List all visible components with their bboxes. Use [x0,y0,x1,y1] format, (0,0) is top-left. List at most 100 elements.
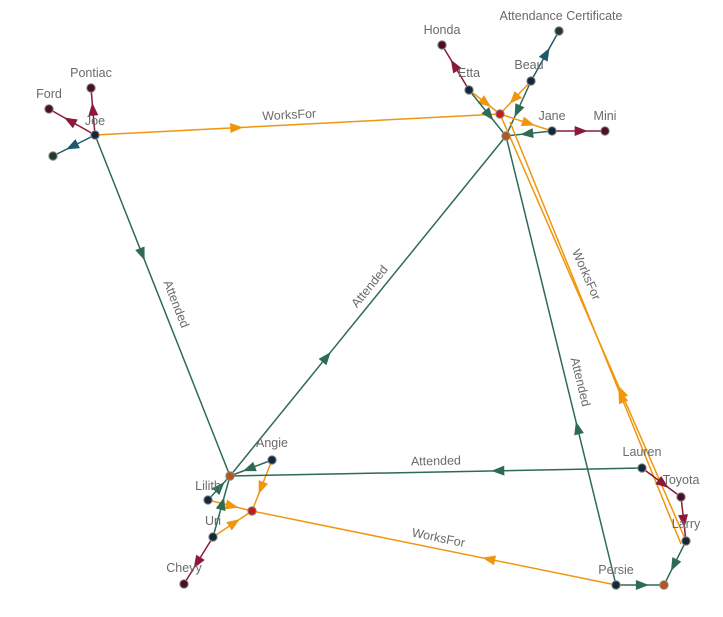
edge-beau-school1[interactable] [505,80,532,137]
edge-lauren-school2[interactable] [229,465,643,477]
edge-larry-school3[interactable] [663,540,687,586]
person-node-icon[interactable] [611,580,621,590]
edge-beau-company1[interactable] [499,80,532,115]
node-mini[interactable]: Mini [594,109,617,136]
car-node-icon[interactable] [86,83,96,93]
edge-line[interactable] [94,134,231,477]
edge-toyota-larry[interactable] [678,496,688,542]
edge-line[interactable] [229,467,643,477]
edge-arrow-icon [481,107,494,121]
school-node-icon[interactable] [225,471,235,481]
car-node-icon[interactable] [600,126,610,136]
document-node-icon[interactable] [48,151,58,161]
node-angie[interactable]: Angie [256,436,288,465]
edge-arrow-icon [655,476,669,488]
edge-lauren-toyota[interactable] [641,467,682,498]
node-joe[interactable]: Joe [85,114,105,140]
node-uri[interactable]: Uri [205,514,221,542]
edge-etta-honda[interactable] [441,44,470,91]
node-etta[interactable]: Etta [458,66,480,95]
edge-arrow-icon [520,128,534,139]
edge-line[interactable] [229,135,507,477]
edge-jane-mini[interactable] [552,126,605,136]
edge-angie-company2[interactable] [251,459,273,512]
edge-lilith-school2[interactable] [207,475,231,501]
node-larry[interactable]: Larry [672,517,701,546]
node-lauren[interactable]: Lauren [623,445,662,473]
edge-persie-company2[interactable] [251,510,617,586]
edge-arrow-icon [509,90,523,104]
edge-arrow-icon [215,497,226,512]
node-cert[interactable]: Attendance Certificate [500,9,623,36]
node-school1[interactable] [501,131,511,141]
node-jane[interactable]: Jane [538,109,566,136]
node-school2[interactable] [225,471,235,481]
school-node-icon[interactable] [659,580,669,590]
edge-joe-pontiac[interactable] [88,87,99,136]
edge-arrow-icon [635,580,649,590]
edge-line[interactable] [251,510,617,586]
car-node-icon[interactable] [179,579,189,589]
car-node-icon[interactable] [437,40,447,50]
node-label: Honda [424,23,461,37]
edge-joe-school2[interactable] [94,134,231,477]
person-node-icon[interactable] [267,455,277,465]
edge-joe-company1[interactable] [94,113,501,136]
node-label: Persie [598,563,633,577]
edge-lilith-company2[interactable] [207,499,253,512]
company-node-icon[interactable] [495,109,505,119]
person-node-icon[interactable] [203,495,213,505]
edge-uri-company2[interactable] [212,510,253,538]
edge-jane-school1[interactable] [505,128,553,139]
person-node-icon[interactable] [681,536,691,546]
company-node-icon[interactable] [247,506,257,516]
edge-joe-ford[interactable] [48,108,96,136]
edge-etta-company1[interactable] [468,89,501,115]
edge-line[interactable] [505,135,617,586]
edge-uri-school2[interactable] [212,475,231,538]
edge-label: Attended [411,454,461,469]
edge-arrow-icon [66,139,80,150]
edge-etta-school1[interactable] [468,89,507,137]
person-node-icon[interactable] [526,76,536,86]
person-node-icon[interactable] [208,532,218,542]
edge-persie-school1[interactable] [505,135,617,586]
person-node-icon[interactable] [464,85,474,95]
node-school3[interactable] [659,580,669,590]
node-lilith[interactable]: Lilith [195,479,221,505]
document-node-icon[interactable] [554,26,564,36]
person-node-icon[interactable] [637,463,647,473]
node-company2[interactable] [247,506,257,516]
node-persie[interactable]: Persie [598,563,634,590]
nodes-layer: Joe Ford Pontiac Honda Etta Beau Attendance Ce… [36,9,701,590]
node-chevy[interactable]: Chevy [166,561,202,589]
node-label: Toyota [663,473,700,487]
edge-arrow-icon [212,482,225,495]
node-label: Lilith [195,479,221,493]
edge-joe-joe_doc[interactable] [52,134,96,157]
node-toyota[interactable]: Toyota [663,473,700,502]
edge-beau-cert[interactable] [530,30,560,82]
node-label: Joe [85,114,105,128]
node-pontiac[interactable]: Pontiac [70,66,112,93]
edge-uri-chevy[interactable] [183,536,214,585]
node-label: Lauren [623,445,662,459]
edge-larry-school1[interactable] [509,121,682,545]
edge-angie-school2[interactable] [229,459,273,477]
edge-persie-school3[interactable] [616,580,664,590]
node-beau[interactable]: Beau [514,58,544,86]
node-joe_doc[interactable] [48,151,58,161]
edge-line[interactable] [509,121,682,545]
node-honda[interactable]: Honda [424,23,461,50]
edge-arrow-icon [678,514,688,528]
edge-company1-jane[interactable] [499,113,553,132]
car-node-icon[interactable] [676,492,686,502]
person-node-icon[interactable] [90,130,100,140]
node-company1[interactable] [495,109,505,119]
node-ford[interactable]: Ford [36,87,62,114]
car-node-icon[interactable] [44,104,54,114]
edge-school2-school1[interactable] [229,135,507,477]
school-node-icon[interactable] [501,131,511,141]
edge-line[interactable] [94,113,501,136]
person-node-icon[interactable] [547,126,557,136]
